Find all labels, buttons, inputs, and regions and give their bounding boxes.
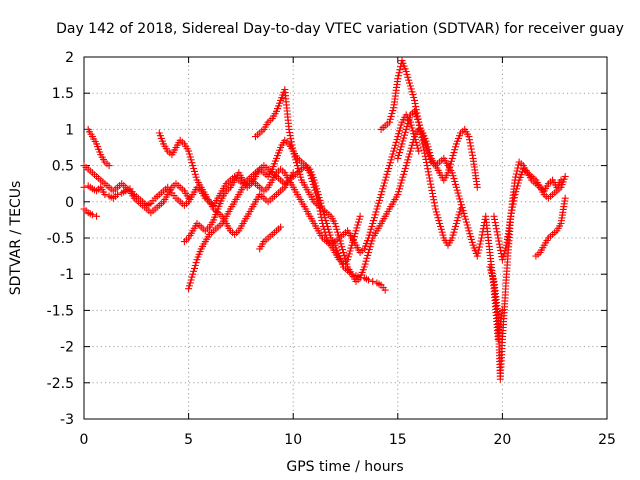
- x-tick-label: 15: [389, 432, 407, 448]
- x-tick-label: 20: [493, 432, 511, 448]
- y-tick-label: -1: [60, 267, 74, 283]
- data-point-markers: [394, 107, 506, 343]
- y-axis-label: SDTVAR / TECUs: [8, 181, 24, 296]
- chart-title: Day 142 of 2018, Sidereal Day-to-day VTE…: [56, 21, 624, 37]
- data-point-markers: [256, 223, 285, 253]
- data-point-markers: [180, 136, 389, 294]
- data-series-arc-9: [256, 223, 285, 253]
- y-tick-label: 0: [65, 195, 74, 211]
- data-series-arc-8: [252, 86, 481, 285]
- y-tick-label: 2: [65, 50, 74, 66]
- y-tick-label: 1: [65, 122, 74, 138]
- data-point-markers: [532, 194, 569, 260]
- x-tick-label: 5: [184, 432, 193, 448]
- data-series-arc-3: [80, 205, 101, 220]
- y-tick-label: -3: [60, 412, 74, 428]
- data-series-arc-6: [180, 136, 389, 294]
- data-series-arc-13: [490, 165, 565, 264]
- data-points: [80, 57, 569, 383]
- y-tick-label: -2: [60, 340, 74, 356]
- y-tick-label: -1.5: [47, 303, 74, 319]
- y-tick-label: -2.5: [47, 376, 74, 392]
- data-point-markers: [486, 158, 569, 383]
- x-tick-label: 0: [80, 432, 89, 448]
- data-series-arc-7: [185, 111, 423, 293]
- data-point-markers: [80, 205, 101, 220]
- y-tick-label: -0.5: [47, 231, 74, 247]
- y-tick-label: 1.5: [52, 86, 74, 102]
- x-tick-label: 10: [284, 432, 302, 448]
- axis-ticks: [83, 56, 608, 420]
- x-tick-label: 25: [598, 432, 616, 448]
- data-point-markers: [80, 162, 193, 217]
- y-tick-label: 0.5: [52, 159, 74, 175]
- data-series-arc-12: [486, 158, 569, 383]
- data-series-arc-11: [394, 107, 506, 343]
- y-tick-labels: 2 1.5 1 0.5 0 -0.5 -1 -1.5 -2 -2.5 -3: [47, 50, 74, 428]
- data-series-arc-4: [84, 125, 113, 170]
- plot-grid: [84, 57, 607, 419]
- x-axis-label: GPS time / hours: [286, 459, 403, 475]
- data-series-arc-5: [155, 129, 297, 238]
- data-point-markers: [185, 111, 423, 293]
- data-point-markers: [84, 125, 113, 170]
- data-series-arc-2: [80, 162, 193, 217]
- data-point-markers: [155, 129, 297, 238]
- data-point-markers: [252, 86, 481, 285]
- x-tick-labels: 0 5 10 15 20 25: [80, 432, 616, 448]
- data-series-arc-14: [532, 194, 569, 260]
- data-point-markers: [490, 165, 565, 264]
